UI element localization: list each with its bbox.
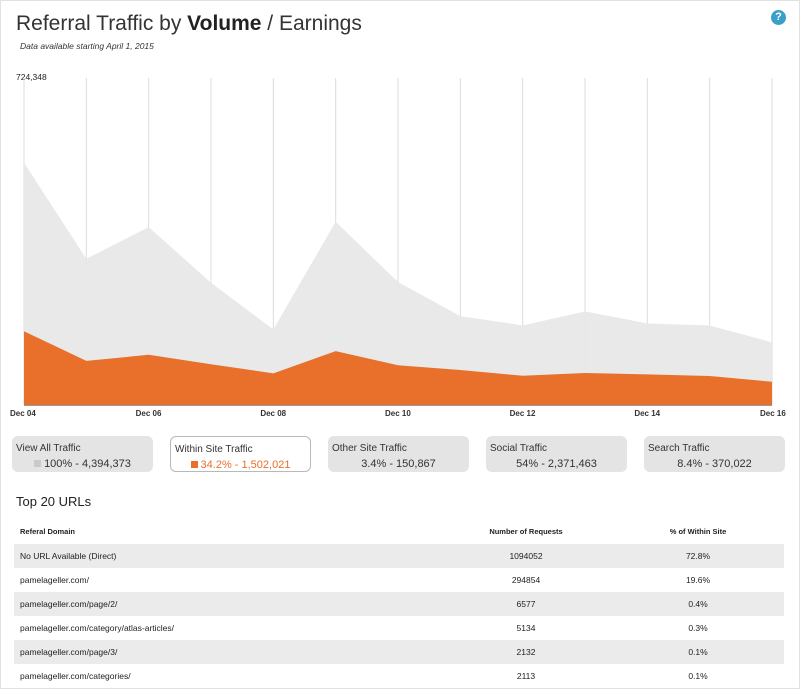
volume-toggle[interactable]: Volume — [187, 12, 262, 35]
traffic-filters: View All Traffic 100% - 4,394,373 Within… — [0, 436, 800, 476]
filter-value: 54% - 2,371,463 — [516, 458, 597, 470]
filter-label: View All Traffic — [16, 443, 81, 454]
chart-baseline — [24, 405, 772, 406]
x-tick-label: Dec 16 — [760, 409, 786, 418]
table-header-row: Referal Domain Number of Requests % of W… — [14, 518, 784, 544]
all-traffic-area — [24, 162, 772, 405]
top-urls-title: Top 20 URLs — [16, 494, 92, 509]
cell-percent: 0.1% — [688, 671, 708, 681]
filter-label: Within Site Traffic — [175, 444, 253, 455]
within-site-area — [24, 331, 772, 405]
cell-requests: 294854 — [511, 575, 541, 585]
filter-value: 3.4% - 150,867 — [361, 458, 436, 470]
cell-requests: 6577 — [440, 592, 612, 616]
x-tick-label: Dec 12 — [509, 409, 536, 418]
y-max-label: 724,348 — [16, 72, 47, 82]
cell-percent: 0.4% — [612, 592, 784, 616]
col-referral-domain[interactable]: Referal Domain — [20, 526, 76, 536]
traffic-area-chart — [23, 78, 773, 405]
cell-requests: 2132 — [440, 640, 612, 664]
table-row[interactable]: pamelageller.com/ 294854 19.6% — [14, 568, 784, 592]
x-tick-label: Dec 08 — [260, 409, 287, 418]
filter-value: 34.2% - 1,502,021 — [171, 459, 310, 471]
filter-other-site[interactable]: Other Site Traffic 3.4% - 150,867 — [328, 436, 469, 472]
table-row[interactable]: pamelageller.com/page/2/ 6577 0.4% — [14, 592, 784, 616]
cell-percent: 0.3% — [688, 623, 708, 633]
cell-domain: No URL Available (Direct) — [14, 544, 440, 568]
filter-label: Search Traffic — [648, 443, 710, 454]
cell-domain: pamelageller.com/categories/ — [20, 671, 131, 681]
x-tick-label: Dec 10 — [385, 409, 411, 418]
filter-value-text: 34.2% - 1,502,021 — [200, 459, 291, 471]
table-row[interactable]: pamelageller.com/categories/ 2113 0.1% — [14, 664, 784, 688]
filter-search[interactable]: Search Traffic 8.4% - 370,022 — [644, 436, 785, 472]
x-tick-label: Dec 04 — [10, 409, 36, 418]
cell-requests: 5134 — [516, 623, 536, 633]
orange-swatch-icon — [190, 461, 198, 468]
filter-value: 100% - 4,394,373 — [12, 458, 153, 470]
x-tick-label: Dec 14 — [634, 409, 661, 418]
cell-requests: 2113 — [516, 671, 536, 681]
title-prefix: Referral Traffic by — [16, 12, 188, 35]
top-urls-table: Referal Domain Number of Requests % of W… — [14, 518, 784, 688]
filter-value-text: 100% - 4,394,373 — [44, 458, 131, 470]
table-row[interactable]: pamelageller.com/page/3/ 2132 0.1% — [14, 640, 784, 664]
filter-all-traffic[interactable]: View All Traffic 100% - 4,394,373 — [12, 436, 153, 472]
cell-requests: 1094052 — [440, 544, 612, 568]
cell-domain: pamelageller.com/category/atlas-articles… — [20, 623, 175, 633]
table-row[interactable]: No URL Available (Direct) 1094052 72.8% — [14, 544, 784, 568]
filter-label: Other Site Traffic — [332, 443, 407, 454]
cell-percent: 0.1% — [612, 640, 784, 664]
cell-percent: 72.8% — [612, 544, 784, 568]
table-row[interactable]: pamelageller.com/category/atlas-articles… — [14, 616, 784, 640]
cell-domain: pamelageller.com/ — [20, 575, 89, 585]
filter-social[interactable]: Social Traffic 54% - 2,371,463 — [486, 436, 627, 472]
data-availability-note: Data available starting April 1, 2015 — [20, 41, 154, 51]
cell-domain: pamelageller.com/page/2/ — [14, 592, 440, 616]
help-icon[interactable]: ? — [771, 10, 786, 25]
page-title: Referral Traffic by Volume / Earnings — [16, 12, 362, 36]
cell-percent: 19.6% — [685, 575, 711, 585]
gray-swatch-icon — [34, 460, 42, 467]
cell-domain: pamelageller.com/page/3/ — [14, 640, 440, 664]
x-tick-label: Dec 06 — [135, 409, 162, 418]
col-number-of-requests[interactable]: Number of Requests — [489, 526, 563, 536]
filter-within-site[interactable]: Within Site Traffic 34.2% - 1,502,021 — [170, 436, 311, 472]
earnings-toggle[interactable]: / Earnings — [261, 12, 362, 35]
filter-value: 8.4% - 370,022 — [677, 458, 752, 470]
filter-label: Social Traffic — [490, 443, 548, 454]
col-percent-within-site[interactable]: % of Within Site — [669, 526, 727, 536]
